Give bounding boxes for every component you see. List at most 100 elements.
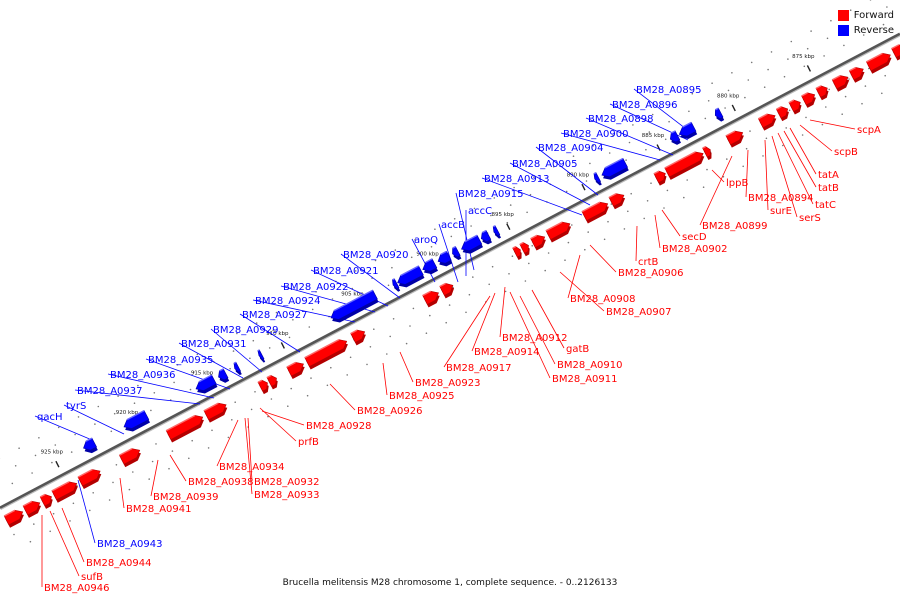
forward-gene-label[interactable]: prfB xyxy=(298,437,319,448)
forward-gene[interactable] xyxy=(664,151,705,180)
forward-gene[interactable] xyxy=(865,52,892,74)
reverse-gene[interactable] xyxy=(452,245,462,261)
forward-gene-label[interactable]: BM28_A0907 xyxy=(606,307,672,318)
reverse-gene[interactable] xyxy=(330,289,379,323)
forward-gene-label[interactable]: BM28_A0911 xyxy=(552,374,618,385)
reverse-gene[interactable] xyxy=(422,258,439,275)
forward-gene[interactable] xyxy=(519,241,530,257)
reverse-gene-label[interactable]: BM28_A0900 xyxy=(563,129,629,140)
forward-gene[interactable] xyxy=(530,234,546,251)
forward-gene[interactable] xyxy=(545,221,572,243)
reverse-gene[interactable] xyxy=(218,368,230,383)
forward-gene[interactable] xyxy=(788,99,802,115)
reverse-gene[interactable] xyxy=(678,121,698,140)
reverse-gene-label[interactable]: BM28_A0924 xyxy=(255,296,321,307)
reverse-gene-label[interactable]: BM28_A0929 xyxy=(213,325,279,336)
forward-gene[interactable] xyxy=(422,290,440,308)
forward-gene-label[interactable]: BM28_A0939 xyxy=(153,492,219,503)
forward-gene-label[interactable]: BM28_A0899 xyxy=(702,221,768,232)
reverse-gene[interactable] xyxy=(233,361,242,376)
forward-gene[interactable] xyxy=(757,113,777,131)
forward-gene[interactable] xyxy=(831,74,850,92)
forward-gene-label[interactable]: sufB xyxy=(81,572,103,583)
reverse-gene[interactable] xyxy=(714,107,725,122)
reverse-gene-label[interactable]: BM28_A0895 xyxy=(636,85,702,96)
forward-gene[interactable] xyxy=(608,193,626,210)
reverse-gene[interactable] xyxy=(593,172,602,186)
reverse-gene[interactable] xyxy=(669,130,682,145)
forward-gene[interactable] xyxy=(51,481,78,503)
forward-gene-label[interactable]: BM28_A0946 xyxy=(44,583,110,594)
reverse-gene-label[interactable]: accB xyxy=(441,220,465,231)
reverse-gene-label[interactable]: BM28_A0905 xyxy=(512,159,578,170)
reverse-gene-label[interactable]: accC xyxy=(468,206,492,217)
reverse-gene[interactable] xyxy=(492,225,502,239)
forward-gene-label[interactable]: surE xyxy=(770,206,792,217)
reverse-gene-label[interactable]: BM28_A0935 xyxy=(148,355,214,366)
forward-gene-label[interactable]: BM28_A0908 xyxy=(570,294,636,305)
forward-gene[interactable] xyxy=(891,44,900,61)
forward-gene-label[interactable]: BM28_A0941 xyxy=(126,504,192,515)
reverse-gene-label[interactable]: aroQ xyxy=(414,235,438,246)
forward-gene-label[interactable]: BM28_A0917 xyxy=(446,363,512,374)
reverse-gene-label[interactable]: BM28_A0937 xyxy=(77,386,143,397)
reverse-gene[interactable] xyxy=(392,278,401,292)
reverse-gene-label[interactable]: BM28_A0913 xyxy=(484,174,550,185)
forward-gene-label[interactable]: tatB xyxy=(818,183,839,194)
reverse-gene-label[interactable]: BM28_A0927 xyxy=(242,310,308,321)
forward-gene-label[interactable]: BM28_A0925 xyxy=(389,391,455,402)
reverse-gene-label[interactable]: BM28_A0920 xyxy=(343,250,409,261)
reverse-gene[interactable] xyxy=(397,265,425,288)
reverse-gene-label[interactable]: tyrS xyxy=(66,401,86,412)
forward-gene[interactable] xyxy=(581,201,609,224)
reverse-gene-label[interactable]: BM28_A0915 xyxy=(458,189,524,200)
forward-gene[interactable] xyxy=(118,448,141,468)
reverse-gene-label[interactable]: BM28_A0896 xyxy=(612,100,678,111)
forward-gene[interactable] xyxy=(512,245,522,261)
reverse-gene[interactable] xyxy=(123,409,151,432)
forward-gene-label[interactable]: serS xyxy=(799,213,821,224)
forward-gene-label[interactable]: lppB xyxy=(726,178,748,189)
reverse-gene-label[interactable]: BM28_A0936 xyxy=(110,370,176,381)
forward-gene-label[interactable]: scpA xyxy=(857,125,881,136)
reverse-gene[interactable] xyxy=(257,349,266,363)
reverse-gene[interactable] xyxy=(480,229,493,245)
forward-gene-label[interactable]: BM28_A0923 xyxy=(415,378,481,389)
forward-gene[interactable] xyxy=(266,374,278,390)
reverse-gene-label[interactable]: BM28_A0904 xyxy=(538,143,604,154)
forward-gene[interactable] xyxy=(439,282,455,299)
forward-gene-label[interactable]: BM28_A0914 xyxy=(474,347,540,358)
reverse-gene[interactable] xyxy=(601,157,629,180)
reverse-gene-label[interactable]: BM28_A0943 xyxy=(97,539,163,550)
forward-gene[interactable] xyxy=(165,414,204,443)
reverse-gene-label[interactable]: BM28_A0921 xyxy=(313,266,379,277)
forward-gene-label[interactable]: BM28_A0928 xyxy=(306,421,372,432)
forward-gene[interactable] xyxy=(350,329,366,346)
forward-gene-label[interactable]: BM28_A0902 xyxy=(662,244,728,255)
reverse-gene-label[interactable]: BM28_A0898 xyxy=(588,114,654,125)
forward-gene[interactable] xyxy=(775,106,789,122)
forward-gene[interactable] xyxy=(848,66,865,83)
forward-gene[interactable] xyxy=(304,339,348,370)
forward-gene-label[interactable]: BM28_A0938 xyxy=(188,477,254,488)
forward-gene-label[interactable]: gatB xyxy=(566,344,589,355)
forward-gene-label[interactable]: crtB xyxy=(638,257,659,268)
reverse-gene-label[interactable]: qacH xyxy=(37,412,63,423)
forward-gene-label[interactable]: scpB xyxy=(834,147,858,158)
forward-gene[interactable] xyxy=(77,468,102,489)
forward-gene-label[interactable]: BM28_A0944 xyxy=(86,558,152,569)
forward-gene-label[interactable]: tatA xyxy=(818,170,839,181)
forward-gene-label[interactable]: BM28_A0933 xyxy=(254,490,320,501)
forward-gene[interactable] xyxy=(203,402,228,423)
forward-gene[interactable] xyxy=(22,500,42,518)
reverse-gene-label[interactable]: BM28_A0922 xyxy=(283,282,349,293)
forward-gene-label[interactable]: BM28_A0934 xyxy=(219,462,285,473)
forward-gene-label[interactable]: BM28_A0906 xyxy=(618,268,684,279)
forward-gene-label[interactable]: BM28_A0926 xyxy=(357,406,423,417)
reverse-gene[interactable] xyxy=(83,437,98,454)
reverse-gene[interactable] xyxy=(461,234,484,254)
forward-gene[interactable] xyxy=(725,130,744,148)
forward-gene[interactable] xyxy=(39,493,53,509)
forward-gene-label[interactable]: BM28_A0912 xyxy=(502,333,568,344)
forward-gene-label[interactable]: BM28_A0894 xyxy=(748,193,814,204)
